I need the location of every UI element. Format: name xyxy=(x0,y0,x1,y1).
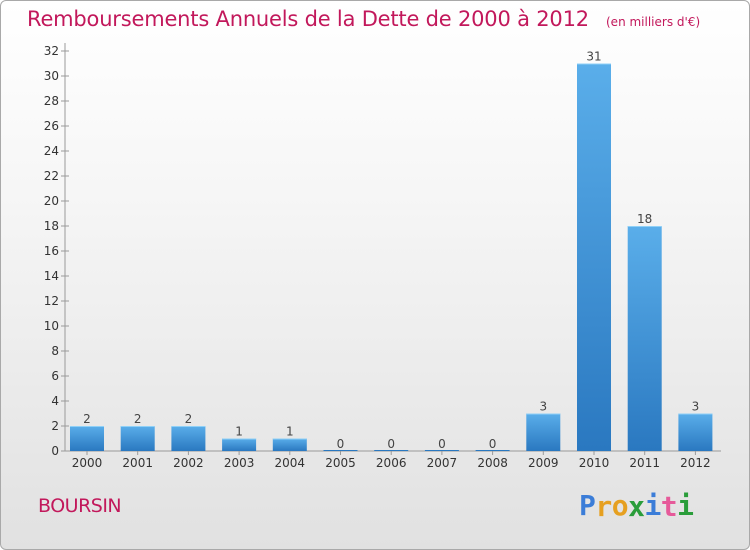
y-tick-label: 26 xyxy=(44,119,59,133)
x-tick-label: 2011 xyxy=(629,456,660,470)
y-tick-label: 2 xyxy=(51,419,59,433)
logo-letter: P xyxy=(579,489,596,522)
x-tick-label: 2010 xyxy=(579,456,610,470)
data-label: 0 xyxy=(438,437,446,451)
data-label: 18 xyxy=(637,212,652,226)
y-tick-label: 18 xyxy=(44,219,59,233)
logo-letter: i xyxy=(644,489,661,522)
data-label: 2 xyxy=(134,412,142,426)
data-label: 0 xyxy=(337,437,345,451)
logo-letter: t xyxy=(660,490,678,523)
y-tick-label: 6 xyxy=(51,369,59,383)
bar xyxy=(171,426,206,451)
data-label: 3 xyxy=(692,400,700,414)
data-label: 2 xyxy=(185,412,193,426)
y-tick-label: 10 xyxy=(44,319,59,333)
y-tick-label: 8 xyxy=(51,344,59,358)
x-tick-label: 2001 xyxy=(122,456,153,470)
y-tick-label: 14 xyxy=(44,269,59,283)
y-tick-label: 16 xyxy=(44,244,59,258)
x-tick-label: 2002 xyxy=(173,456,204,470)
bar xyxy=(120,426,155,451)
x-tick-label: 2000 xyxy=(72,456,103,470)
y-tick-label: 0 xyxy=(51,444,59,458)
y-tick-label: 30 xyxy=(44,69,59,83)
x-tick-label: 2009 xyxy=(528,456,559,470)
y-tick-label: 22 xyxy=(44,169,59,183)
x-tick-label: 2003 xyxy=(224,456,255,470)
x-tick-label: 2007 xyxy=(427,456,458,470)
bar xyxy=(272,438,307,451)
bar xyxy=(526,413,561,451)
x-tick-label: 2006 xyxy=(376,456,407,470)
data-label: 3 xyxy=(539,400,547,414)
bar xyxy=(374,450,409,451)
logo-letter: r xyxy=(595,490,612,523)
y-tick-label: 32 xyxy=(44,44,59,58)
x-tick-label: 2008 xyxy=(477,456,508,470)
x-tick-label: 2012 xyxy=(680,456,711,470)
y-tick-label: 4 xyxy=(51,394,59,408)
bar xyxy=(475,450,510,451)
logo-letter: o xyxy=(611,489,629,522)
data-label: 1 xyxy=(286,425,294,439)
logo-letter: x xyxy=(628,490,645,523)
x-tick-label: 2005 xyxy=(325,456,356,470)
data-label: 0 xyxy=(489,437,497,451)
title-row: Remboursements Annuels de la Dette de 20… xyxy=(27,7,700,31)
bar xyxy=(323,450,358,451)
bar xyxy=(222,438,257,451)
chart-unit-note: (en milliers d'€) xyxy=(606,15,701,29)
proxiti-logo: Proxiti xyxy=(579,489,694,523)
x-tick-label: 2004 xyxy=(275,456,306,470)
chart-title: Remboursements Annuels de la Dette de 20… xyxy=(27,7,589,31)
y-tick-label: 24 xyxy=(44,144,59,158)
commune-name: BOURSIN xyxy=(38,495,122,517)
data-label: 31 xyxy=(586,50,601,64)
bar xyxy=(678,413,713,451)
bar xyxy=(424,450,459,451)
y-tick-label: 12 xyxy=(44,294,59,308)
bar xyxy=(627,226,662,451)
bar xyxy=(70,426,104,451)
data-label: 2 xyxy=(83,412,91,426)
y-tick-label: 20 xyxy=(44,194,59,208)
bar xyxy=(577,63,611,451)
y-tick-label: 28 xyxy=(44,94,59,108)
data-label: 1 xyxy=(235,425,243,439)
data-label: 0 xyxy=(387,437,395,451)
logo-letter: i xyxy=(677,489,694,522)
